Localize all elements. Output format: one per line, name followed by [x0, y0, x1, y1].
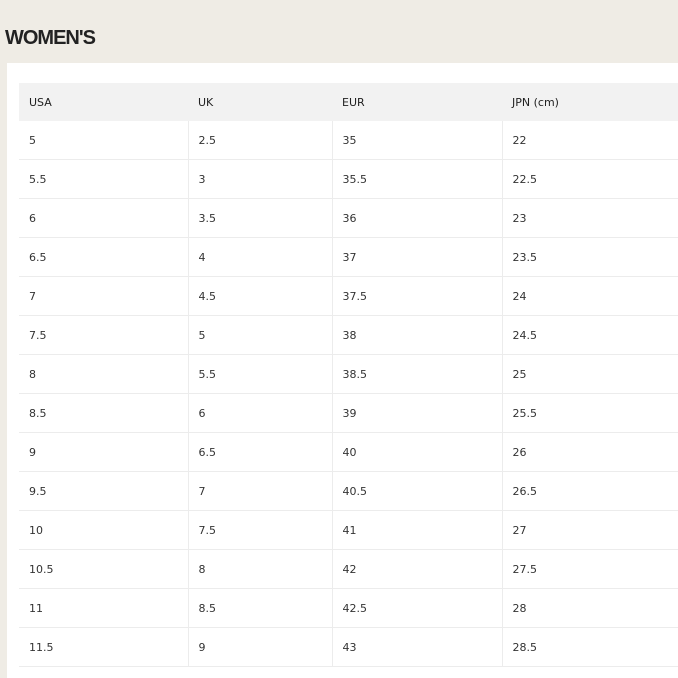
table-header-row: USA UK EUR JPN (cm): [19, 83, 678, 121]
cell-uk: 8.5: [188, 588, 333, 628]
cell-usa: 5.5: [19, 159, 189, 199]
cell-usa: 9: [19, 432, 189, 472]
table-row: 10 7.5 41 27: [19, 510, 678, 550]
cell-uk: 2.5: [188, 121, 333, 160]
cell-eur: 42: [332, 549, 503, 589]
cell-usa: 7: [19, 276, 189, 316]
cell-usa: 6: [19, 198, 189, 238]
cell-usa: 10.5: [19, 549, 189, 589]
table-row: 11.5 9 43 28.5: [19, 627, 678, 667]
table-row: 11 8.5 42.5 28: [19, 588, 678, 628]
cell-uk: 4.5: [188, 276, 333, 316]
cell-eur: 37.5: [332, 276, 503, 316]
cell-eur: 36: [332, 198, 503, 238]
cell-eur: 38.5: [332, 354, 503, 394]
cell-jpn: 25.5: [502, 393, 678, 433]
table-row: 5 2.5 35 22: [19, 121, 678, 160]
cell-jpn: 27.5: [502, 549, 678, 589]
cell-eur: 43: [332, 627, 503, 667]
table-row: 10.5 8 42 27.5: [19, 549, 678, 589]
cell-usa: 8.5: [19, 393, 189, 433]
cell-jpn: 27: [502, 510, 678, 550]
cell-jpn: 22: [502, 121, 678, 160]
cell-jpn: 24: [502, 276, 678, 316]
cell-uk: 9: [188, 627, 333, 667]
cell-usa: 10: [19, 510, 189, 550]
cell-eur: 35.5: [332, 159, 503, 199]
cell-uk: 8: [188, 549, 333, 589]
cell-uk: 5: [188, 315, 333, 355]
table-row: 6.5 4 37 23.5: [19, 237, 678, 277]
cell-jpn: 28: [502, 588, 678, 628]
cell-eur: 38: [332, 315, 503, 355]
table-row: 8.5 6 39 25.5: [19, 393, 678, 433]
cell-usa: 8: [19, 354, 189, 394]
cell-usa: 11.5: [19, 627, 189, 667]
cell-eur: 39: [332, 393, 503, 433]
header-eur: EUR: [332, 83, 502, 121]
cell-eur: 37: [332, 237, 503, 277]
table-row: 9.5 7 40.5 26.5: [19, 471, 678, 511]
cell-uk: 7: [188, 471, 333, 511]
cell-jpn: 22.5: [502, 159, 678, 199]
cell-uk: 5.5: [188, 354, 333, 394]
header-jpn: JPN (cm): [502, 83, 678, 121]
table-row: 9 6.5 40 26: [19, 432, 678, 472]
cell-jpn: 24.5: [502, 315, 678, 355]
cell-jpn: 26: [502, 432, 678, 472]
header-uk: UK: [188, 83, 332, 121]
cell-jpn: 23.5: [502, 237, 678, 277]
cell-eur: 40.5: [332, 471, 503, 511]
header-usa: USA: [19, 83, 188, 121]
size-chart-table: USA UK EUR JPN (cm) 5 2.5 35 22 5.5 3 35.5 22.5…: [19, 83, 678, 667]
cell-uk: 3: [188, 159, 333, 199]
cell-uk: 6.5: [188, 432, 333, 472]
cell-jpn: 28.5: [502, 627, 678, 667]
cell-usa: 11: [19, 588, 189, 628]
cell-eur: 35: [332, 121, 503, 160]
cell-jpn: 26.5: [502, 471, 678, 511]
cell-jpn: 23: [502, 198, 678, 238]
table-row: 6 3.5 36 23: [19, 198, 678, 238]
cell-uk: 3.5: [188, 198, 333, 238]
section-title: WOMEN'S: [5, 27, 96, 49]
cell-usa: 7.5: [19, 315, 189, 355]
table-row: 5.5 3 35.5 22.5: [19, 159, 678, 199]
cell-eur: 41: [332, 510, 503, 550]
table-row: 7.5 5 38 24.5: [19, 315, 678, 355]
cell-usa: 9.5: [19, 471, 189, 511]
cell-jpn: 25: [502, 354, 678, 394]
cell-eur: 42.5: [332, 588, 503, 628]
table-row: 7 4.5 37.5 24: [19, 276, 678, 316]
cell-uk: 6: [188, 393, 333, 433]
table-row: 8 5.5 38.5 25: [19, 354, 678, 394]
cell-uk: 7.5: [188, 510, 333, 550]
cell-uk: 4: [188, 237, 333, 277]
cell-usa: 6.5: [19, 237, 189, 277]
cell-eur: 40: [332, 432, 503, 472]
cell-usa: 5: [19, 121, 189, 160]
